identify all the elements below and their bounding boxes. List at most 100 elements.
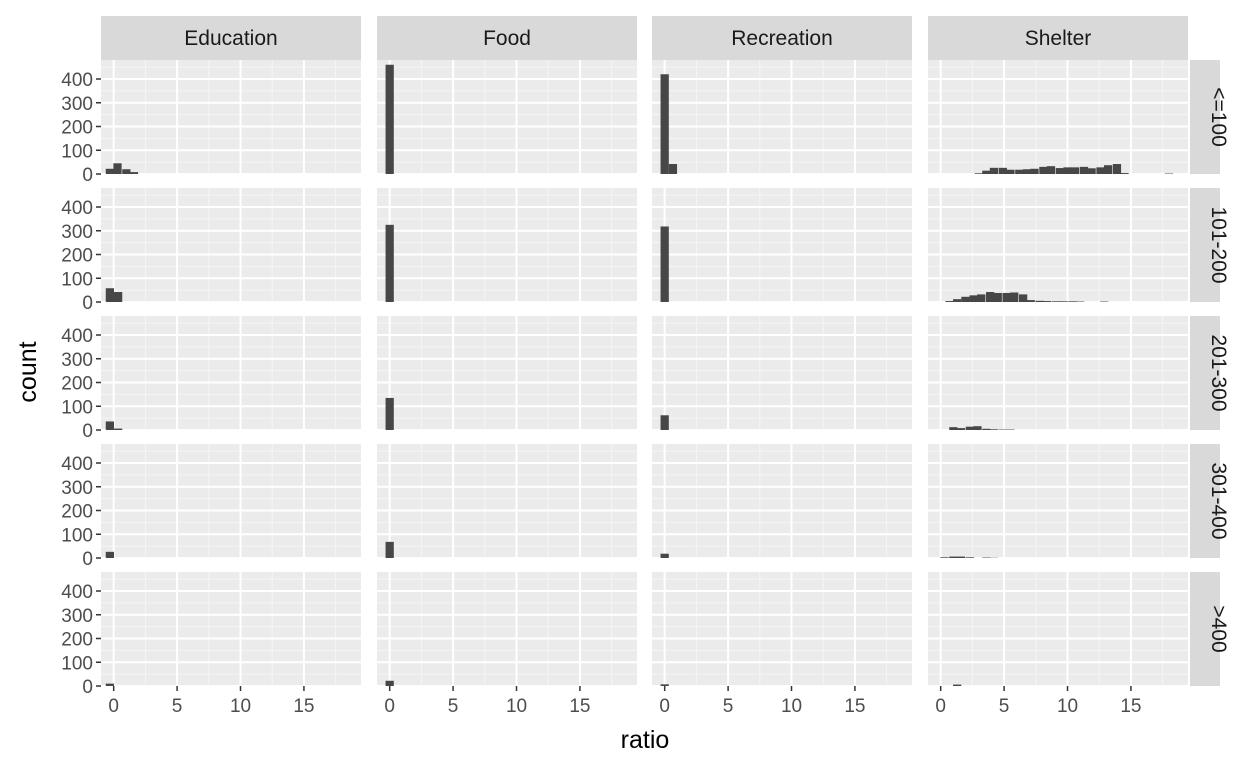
y-tick-label: 200 [61, 374, 93, 395]
histogram-bar [1087, 168, 1096, 174]
histogram-bar [989, 429, 999, 430]
x-tick-label: 15 [1120, 696, 1141, 717]
panel-background [377, 316, 637, 430]
histogram-bar [1120, 173, 1129, 174]
x-tick-label: 10 [1057, 696, 1078, 717]
facet-panel [377, 188, 637, 303]
y-tick-label: 100 [61, 653, 93, 674]
histogram-bar [1079, 166, 1089, 174]
histogram-bar [953, 299, 962, 302]
x-tick-label: 15 [569, 696, 590, 717]
x-tick-label: 10 [506, 696, 527, 717]
panel-background [377, 572, 637, 686]
panel-background [928, 188, 1188, 302]
histogram-bar [1096, 167, 1105, 174]
histogram-bar [1063, 167, 1072, 174]
facet-panel [928, 572, 1188, 687]
y-tick-label: 200 [61, 118, 93, 139]
histogram-bar [945, 301, 954, 302]
histogram-bar [982, 428, 991, 430]
facet-panel [377, 572, 637, 687]
panel-background [377, 60, 637, 174]
histogram-bar [998, 167, 1007, 174]
y-axis-title: count [14, 341, 42, 402]
histogram-bar [986, 292, 995, 302]
facet-strip-col-label: Food [483, 27, 531, 50]
histogram-bar [105, 168, 114, 174]
histogram-bar [1051, 301, 1061, 302]
facet-panel [652, 572, 912, 687]
histogram-bar [660, 684, 669, 686]
y-axes: 0100200300400010020030040001002003004000… [61, 70, 101, 698]
y-tick-label: 200 [61, 630, 93, 651]
facet-panel [101, 60, 361, 175]
facet-strip-row [1190, 188, 1220, 302]
y-tick-label: 0 [82, 421, 93, 442]
facet-panel [101, 444, 361, 559]
y-tick-label: 200 [61, 246, 93, 267]
facet-strip-row-label: <=100 [1207, 87, 1230, 147]
histogram-bar [953, 684, 962, 686]
panel-background [101, 444, 361, 558]
histogram-bar [965, 557, 974, 558]
histogram-bar [1006, 169, 1015, 174]
facet-panel [928, 188, 1188, 303]
facet-panel [101, 572, 361, 687]
panel-background [377, 188, 637, 302]
histogram-bar [105, 683, 114, 686]
histogram-bar [1030, 168, 1039, 174]
histogram-bar [949, 427, 958, 430]
histogram-bar [989, 167, 999, 174]
y-tick-label: 100 [61, 269, 93, 290]
histogram-bar [949, 556, 958, 558]
facet-strip-col-label: Recreation [731, 27, 833, 50]
y-tick-label: 0 [82, 549, 93, 570]
histogram-bar [660, 226, 669, 302]
histogram-bar [660, 74, 669, 174]
facet-strip-row [1190, 444, 1220, 558]
histogram-bar [974, 173, 983, 174]
histogram-bar [956, 556, 966, 558]
facet-strip-col-label: Shelter [1025, 27, 1092, 50]
facet-strips: Education Food Recreation Shelter <=100 101-2… [101, 16, 1230, 686]
facet-panel [101, 188, 361, 303]
histogram-bar [129, 172, 139, 174]
histogram-bar [122, 169, 131, 174]
facet-panel [377, 316, 637, 431]
histogram-bar [982, 170, 991, 174]
histogram-bar [993, 292, 1002, 302]
panel-background [377, 444, 637, 558]
panel-background [928, 60, 1188, 174]
histogram-bar [1015, 169, 1024, 174]
y-tick-label: 300 [61, 606, 93, 627]
histogram-bar [114, 428, 123, 430]
facet-strip-row-label: 301-400 [1207, 462, 1230, 539]
y-tick-label: 0 [82, 165, 93, 186]
panel-background [652, 60, 912, 174]
facet-panel [377, 60, 637, 175]
histogram-bar [385, 541, 394, 558]
histogram-bar [940, 557, 949, 558]
x-tick-label: 5 [448, 696, 459, 717]
y-tick-label: 300 [61, 478, 93, 499]
x-tick-label: 0 [659, 696, 670, 717]
facet-strip-col [377, 16, 637, 60]
x-tick-label: 0 [384, 696, 395, 717]
panel-background [652, 316, 912, 430]
histogram-bar [660, 415, 669, 430]
histogram-bar [1068, 301, 1077, 302]
panel-background [101, 60, 361, 174]
facet-strip-row-label: 201-300 [1207, 334, 1230, 411]
facet-panel [928, 316, 1188, 431]
histogram-bar [969, 295, 978, 302]
y-tick-label: 400 [61, 198, 93, 219]
panel-background [928, 316, 1188, 430]
histogram-bar [385, 397, 394, 430]
panel-background [652, 572, 912, 686]
facet-strip-row [1190, 60, 1220, 174]
facet-strip-col [928, 16, 1188, 60]
x-tick-label: 15 [293, 696, 314, 717]
histogram-bar [965, 426, 974, 430]
histogram-bar [1055, 168, 1065, 174]
